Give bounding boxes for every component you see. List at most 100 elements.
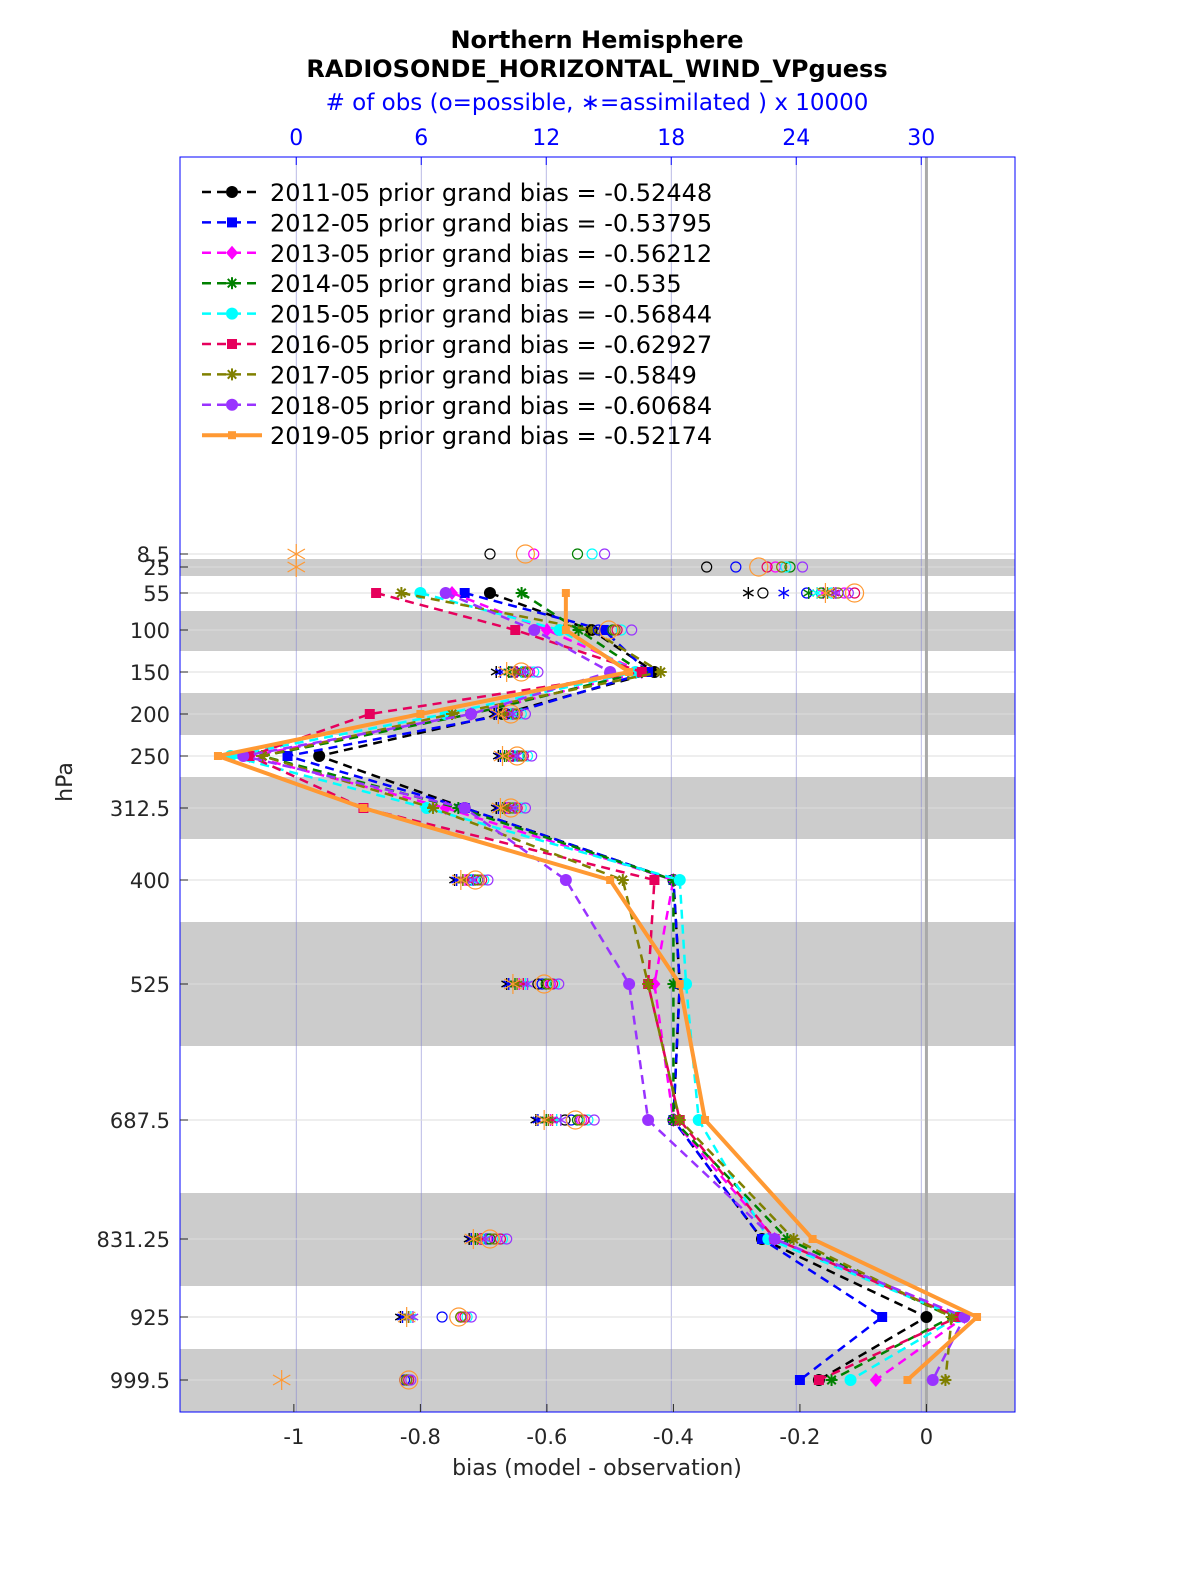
legend-marker-8 xyxy=(228,431,236,440)
series-6-point-13 xyxy=(939,1374,952,1386)
series-5-point-5 xyxy=(364,709,375,719)
legend-marker-5 xyxy=(227,339,237,349)
obs-possible-7-12 xyxy=(465,1311,477,1323)
obs-assimilated-8-2 xyxy=(816,583,835,603)
obs-assimilated-8-5 xyxy=(489,704,508,724)
series-0-point-6 xyxy=(313,750,326,762)
obs-assimilated-4-8 xyxy=(465,874,477,886)
series-7-point-5 xyxy=(464,708,477,720)
obs-possible-3-1 xyxy=(784,561,796,573)
series-2-point-13 xyxy=(869,1373,882,1387)
legend-marker-7 xyxy=(226,398,238,411)
series-1-point-11 xyxy=(756,1234,767,1244)
obs-possible-7-2 xyxy=(842,587,854,599)
obs-assimilated-7-4 xyxy=(519,666,531,678)
y-tick-label-10: 687.5 xyxy=(110,1109,170,1133)
x-tick-label-1: -0.8 xyxy=(400,1425,441,1449)
obs-assimilated-8-13 xyxy=(272,1370,291,1390)
obs-assimilated-3-2 xyxy=(803,587,815,599)
obs-possible-5-8 xyxy=(476,874,488,886)
series-0-point-2 xyxy=(483,587,496,599)
series-line-6 xyxy=(260,591,953,1381)
chart-title: Northern Hemisphere xyxy=(450,26,743,54)
obs-assimilated-8-8 xyxy=(451,870,470,890)
obs-assimilated-8-6 xyxy=(493,746,512,766)
obs-assimilated-8-10 xyxy=(535,1110,554,1130)
obs-possible-7-10 xyxy=(588,1114,600,1126)
legend: 2011-05 prior grand bias = -0.524482012-… xyxy=(202,179,712,450)
obs-count-layer xyxy=(272,544,865,1390)
series-7-point-3 xyxy=(528,624,541,636)
series-8-point-12 xyxy=(973,1313,982,1321)
series-5-point-4 xyxy=(636,667,647,677)
obs-assimilated-4-12 xyxy=(405,1311,417,1323)
obs-possible-8-0 xyxy=(515,544,536,564)
obs-possible-6-3 xyxy=(609,624,621,636)
series-6-point-4 xyxy=(654,666,667,678)
series-6-point-11 xyxy=(787,1233,800,1245)
series-1-point-5 xyxy=(503,709,514,719)
obs-possible-5-7 xyxy=(511,802,523,814)
obs-possible-4-10 xyxy=(582,1114,594,1126)
series-8-point-7 xyxy=(359,804,368,812)
x-tick-label-0: -1 xyxy=(283,1425,304,1449)
obs-possible-8-10 xyxy=(565,1110,586,1130)
y-tick-label-13: 999.5 xyxy=(110,1369,170,1393)
obs-possible-1-2 xyxy=(801,587,813,599)
top-tick-label-3: 18 xyxy=(657,126,685,151)
series-8-point-2 xyxy=(561,589,570,597)
legend-marker-0 xyxy=(226,186,238,198)
y-tick-label-2: 55 xyxy=(143,582,170,606)
top-tick-label-5: 30 xyxy=(907,126,935,151)
top-tick-label-2: 12 xyxy=(532,126,560,151)
legend-entry-2: 2013-05 prior grand bias = -0.56212 xyxy=(270,240,712,268)
obs-possible-7-8 xyxy=(482,874,494,886)
x-tick-label-5: 0 xyxy=(920,1425,933,1449)
series-line-7 xyxy=(242,591,966,1381)
obs-assimilated-4-9 xyxy=(519,978,531,990)
obs-possible-4-1 xyxy=(780,561,792,573)
obs-possible-8-6 xyxy=(507,746,527,766)
obs-possible-8-5 xyxy=(501,704,521,724)
obs-assimilated-8-7 xyxy=(491,798,510,818)
obs-possible-6-7 xyxy=(507,802,519,814)
legend-marker-6 xyxy=(226,368,238,381)
y-tick-label-9: 525 xyxy=(130,973,170,997)
x-tick-label-4: -0.2 xyxy=(779,1425,820,1449)
obs-possible-8-8 xyxy=(465,870,486,890)
y-tick-label-11: 831.25 xyxy=(97,1228,170,1252)
series-7-point-8 xyxy=(559,874,572,886)
obs-possible-3-0 xyxy=(571,548,584,560)
series-3-point-13 xyxy=(825,1374,838,1386)
obs-possible-4-0 xyxy=(586,548,598,560)
y-tick-label-3: 100 xyxy=(130,619,170,643)
series-layer xyxy=(213,586,982,1387)
legend-entry-1: 2012-05 prior grand bias = -0.53795 xyxy=(270,209,712,237)
legend-marker-3 xyxy=(226,277,238,290)
legend-entry-4: 2015-05 prior grand bias = -0.56844 xyxy=(270,301,712,329)
obs-possible-5-9 xyxy=(546,978,559,990)
obs-possible-4-6 xyxy=(521,750,534,762)
obs-assimilated-6-6 xyxy=(501,750,513,762)
obs-assimilated-7-2 xyxy=(830,587,842,599)
series-1-point-4 xyxy=(643,667,654,677)
x-tick-label-2: -0.6 xyxy=(526,1425,567,1449)
obs-assimilated-6-7 xyxy=(499,802,511,814)
obs-possible-7-13 xyxy=(405,1374,417,1386)
series-7-point-2 xyxy=(439,587,452,599)
y-axis-label: hPa xyxy=(53,762,78,802)
top-tick-label-1: 6 xyxy=(414,126,428,151)
series-7 xyxy=(237,587,971,1386)
series-7-point-13 xyxy=(926,1374,939,1386)
obs-assimilated-3-9 xyxy=(509,978,521,990)
series-7-point-9 xyxy=(623,978,636,990)
obs-assimilated-7-9 xyxy=(521,978,534,990)
y-tick-label-5: 200 xyxy=(130,703,170,727)
obs-assimilated-0-10 xyxy=(530,1114,542,1126)
x-axis-label: bias (model - observation) xyxy=(452,1456,742,1481)
series-5-point-12 xyxy=(953,1312,964,1322)
obs-assimilated-7-6 xyxy=(511,750,523,762)
series-6-point-9 xyxy=(642,978,655,990)
